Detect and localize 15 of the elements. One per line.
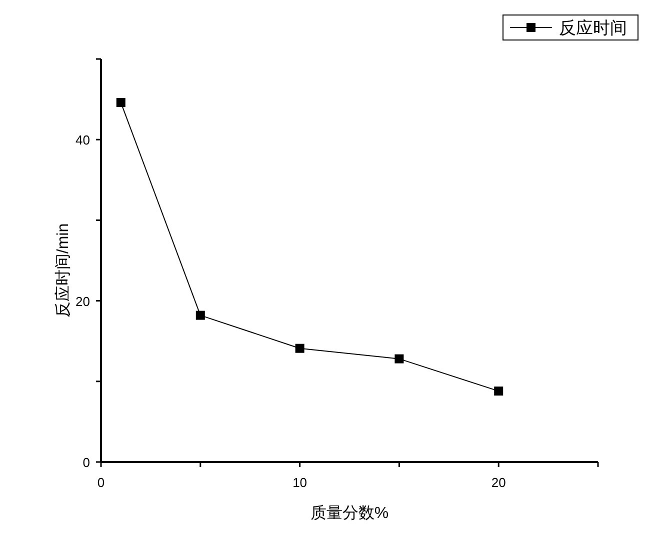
y-axis-title: 反应时间/min <box>54 223 72 318</box>
y-tick-label: 20 <box>76 294 90 309</box>
legend-label: 反应时间 <box>559 18 627 38</box>
legend: 反应时间 <box>502 14 638 40</box>
x-axis-title: 质量分数% <box>310 504 389 522</box>
point <box>295 344 304 353</box>
y-tick-label: 0 <box>82 455 90 470</box>
point <box>494 386 504 396</box>
x-tick-label: 20 <box>491 475 506 490</box>
point <box>116 98 126 108</box>
point <box>394 354 404 364</box>
y-tick-label: 40 <box>76 132 90 148</box>
point <box>196 310 205 320</box>
x-tick-label: 10 <box>292 475 308 490</box>
x-tick-label: 0 <box>97 475 105 490</box>
